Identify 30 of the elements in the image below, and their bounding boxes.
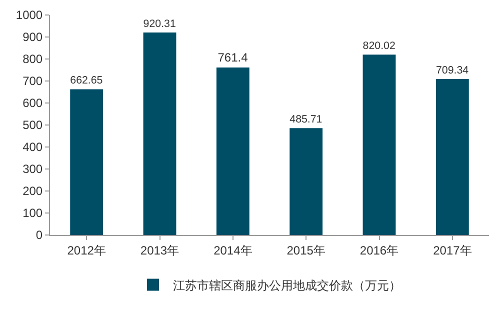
data-label: 820.02 xyxy=(362,40,396,52)
y-tick-label: 700 xyxy=(22,74,43,88)
x-tick-label: 2014年 xyxy=(214,243,252,258)
y-tick-label: 300 xyxy=(22,162,43,176)
x-tick-label: 2017年 xyxy=(433,243,472,258)
data-label: 709.34 xyxy=(436,64,469,76)
bar xyxy=(290,128,323,235)
x-tick-label: 2016年 xyxy=(360,243,399,258)
y-tick-label: 100 xyxy=(22,206,43,220)
x-tick-label: 2012年 xyxy=(67,243,106,258)
y-tick-label: 500 xyxy=(22,118,43,132)
y-tick-label: 800 xyxy=(22,52,43,66)
bar xyxy=(362,54,396,235)
data-label: 485.71 xyxy=(290,113,322,126)
x-tick-label: 2015年 xyxy=(286,243,326,258)
legend-label: 江苏市辖区商服办公用地成交价款（万元） xyxy=(173,278,401,292)
data-label: 920.31 xyxy=(143,18,176,30)
y-tick-label: 200 xyxy=(22,184,43,198)
y-tick-label: 900 xyxy=(22,30,43,44)
data-label: 662.65 xyxy=(70,74,103,87)
bar xyxy=(143,32,176,235)
y-tick-label: 600 xyxy=(22,96,43,110)
bar xyxy=(436,78,469,235)
bar xyxy=(70,89,104,235)
x-tick-label: 2013年 xyxy=(140,243,180,258)
data-label: 761.4 xyxy=(218,50,248,64)
y-tick-label: 1000 xyxy=(16,8,43,22)
y-tick-label: 0 xyxy=(36,228,43,242)
y-tick-label: 400 xyxy=(22,140,43,154)
bar xyxy=(216,67,250,235)
